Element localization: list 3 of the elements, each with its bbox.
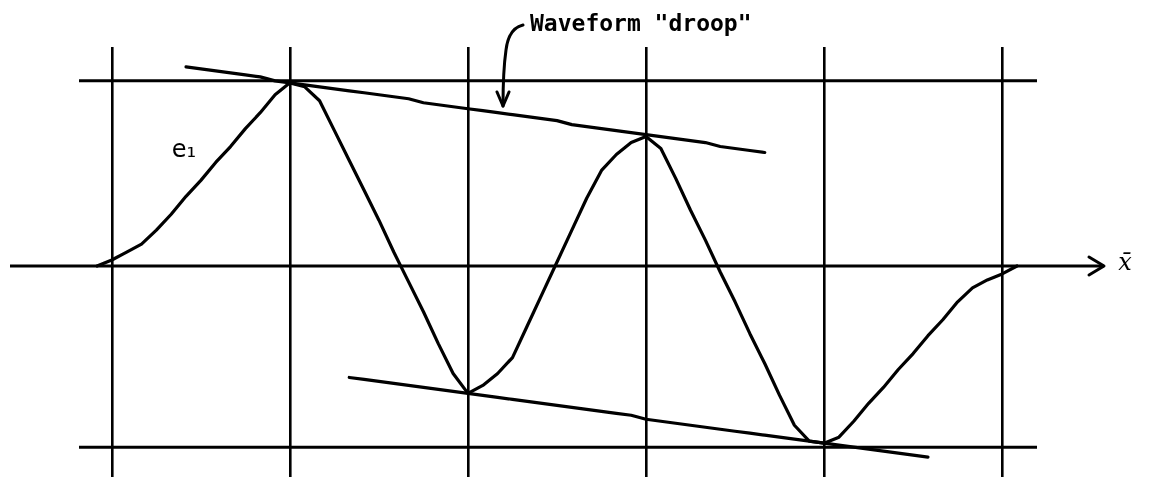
series-label: e₁ bbox=[171, 134, 197, 163]
text: Waveform "droop" bbox=[530, 9, 752, 36]
x-axis-title: x̄ bbox=[1118, 248, 1133, 277]
